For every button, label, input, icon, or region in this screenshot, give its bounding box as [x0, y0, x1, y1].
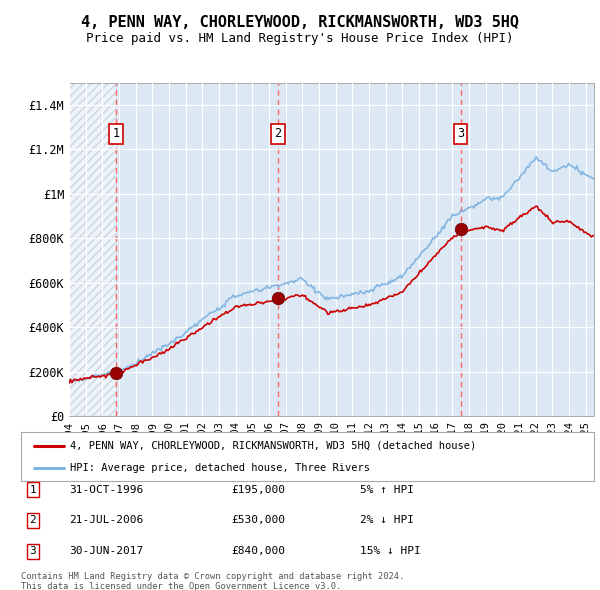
- Bar: [69, 83, 116, 416]
- Text: 5% ↑ HPI: 5% ↑ HPI: [360, 485, 414, 494]
- Text: £195,000: £195,000: [231, 485, 285, 494]
- Text: 4, PENN WAY, CHORLEYWOOD, RICKMANSWORTH, WD3 5HQ: 4, PENN WAY, CHORLEYWOOD, RICKMANSWORTH,…: [81, 15, 519, 30]
- Text: 4, PENN WAY, CHORLEYWOOD, RICKMANSWORTH, WD3 5HQ (detached house): 4, PENN WAY, CHORLEYWOOD, RICKMANSWORTH,…: [70, 441, 476, 451]
- Text: HPI: Average price, detached house, Three Rivers: HPI: Average price, detached house, Thre…: [70, 463, 370, 473]
- Text: £840,000: £840,000: [231, 546, 285, 556]
- Text: 2: 2: [29, 516, 37, 525]
- Text: 2% ↓ HPI: 2% ↓ HPI: [360, 516, 414, 525]
- Text: Contains HM Land Registry data © Crown copyright and database right 2024.: Contains HM Land Registry data © Crown c…: [21, 572, 404, 581]
- Text: £530,000: £530,000: [231, 516, 285, 525]
- Text: 31-OCT-1996: 31-OCT-1996: [69, 485, 143, 494]
- Text: Price paid vs. HM Land Registry's House Price Index (HPI): Price paid vs. HM Land Registry's House …: [86, 32, 514, 45]
- Text: 1: 1: [113, 127, 120, 140]
- Text: This data is licensed under the Open Government Licence v3.0.: This data is licensed under the Open Gov…: [21, 582, 341, 590]
- Text: 3: 3: [29, 546, 37, 556]
- Text: 15% ↓ HPI: 15% ↓ HPI: [360, 546, 421, 556]
- Text: 1: 1: [29, 485, 37, 494]
- Text: 21-JUL-2006: 21-JUL-2006: [69, 516, 143, 525]
- Text: 3: 3: [457, 127, 464, 140]
- Text: 2: 2: [274, 127, 281, 140]
- Text: 30-JUN-2017: 30-JUN-2017: [69, 546, 143, 556]
